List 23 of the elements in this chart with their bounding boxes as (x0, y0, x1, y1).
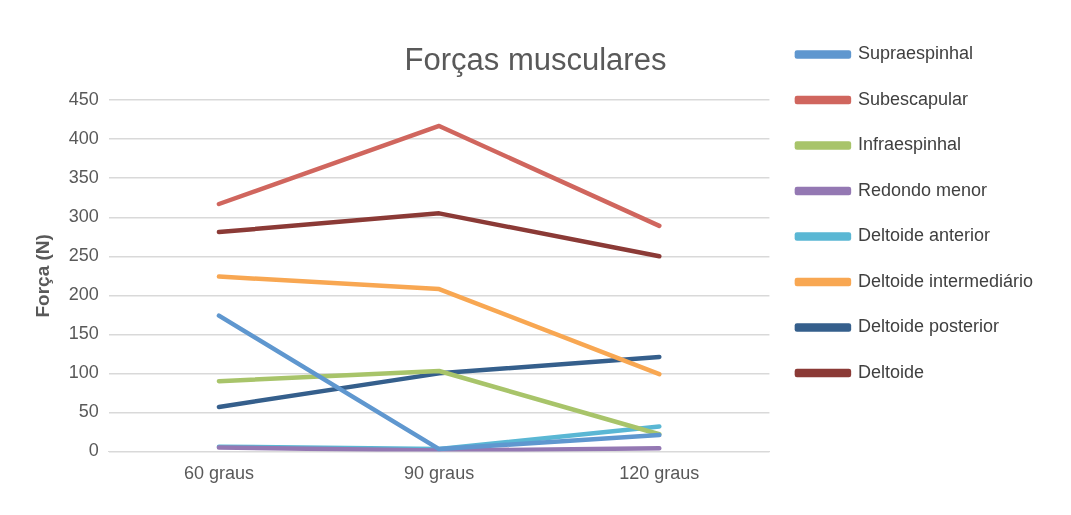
y-tick-label: 400 (68, 128, 99, 149)
y-tick-label: 0 (88, 440, 99, 461)
legend-label: Deltoide posterior (857, 316, 999, 337)
legend-label: Infraespinhal (857, 134, 961, 155)
y-tick-label: 250 (68, 245, 99, 266)
legend-label: Deltoide intermediário (857, 270, 1034, 291)
legend-label: Redondo menor (857, 179, 988, 200)
x-tick-label: 60 graus (183, 463, 254, 484)
y-axis-title: Força (N) (31, 234, 53, 318)
legend-label: Deltoide anterior (857, 225, 990, 246)
y-tick-label: 200 (68, 284, 99, 305)
y-tick-label: 50 (78, 401, 99, 422)
x-tick-label: 90 graus (404, 463, 475, 484)
legend-label: Supraespinhal (857, 43, 974, 64)
legend-label: Subescapular (857, 88, 968, 109)
y-tick-label: 150 (68, 323, 99, 344)
x-tick-label: 120 graus (619, 463, 700, 484)
legend-label: Deltoide (857, 361, 924, 382)
y-tick-label: 350 (68, 167, 99, 188)
y-tick-label: 100 (68, 362, 99, 383)
y-tick-label: 300 (68, 206, 99, 227)
chart-title: Forças musculares (404, 42, 667, 78)
y-tick-label: 450 (68, 89, 99, 110)
